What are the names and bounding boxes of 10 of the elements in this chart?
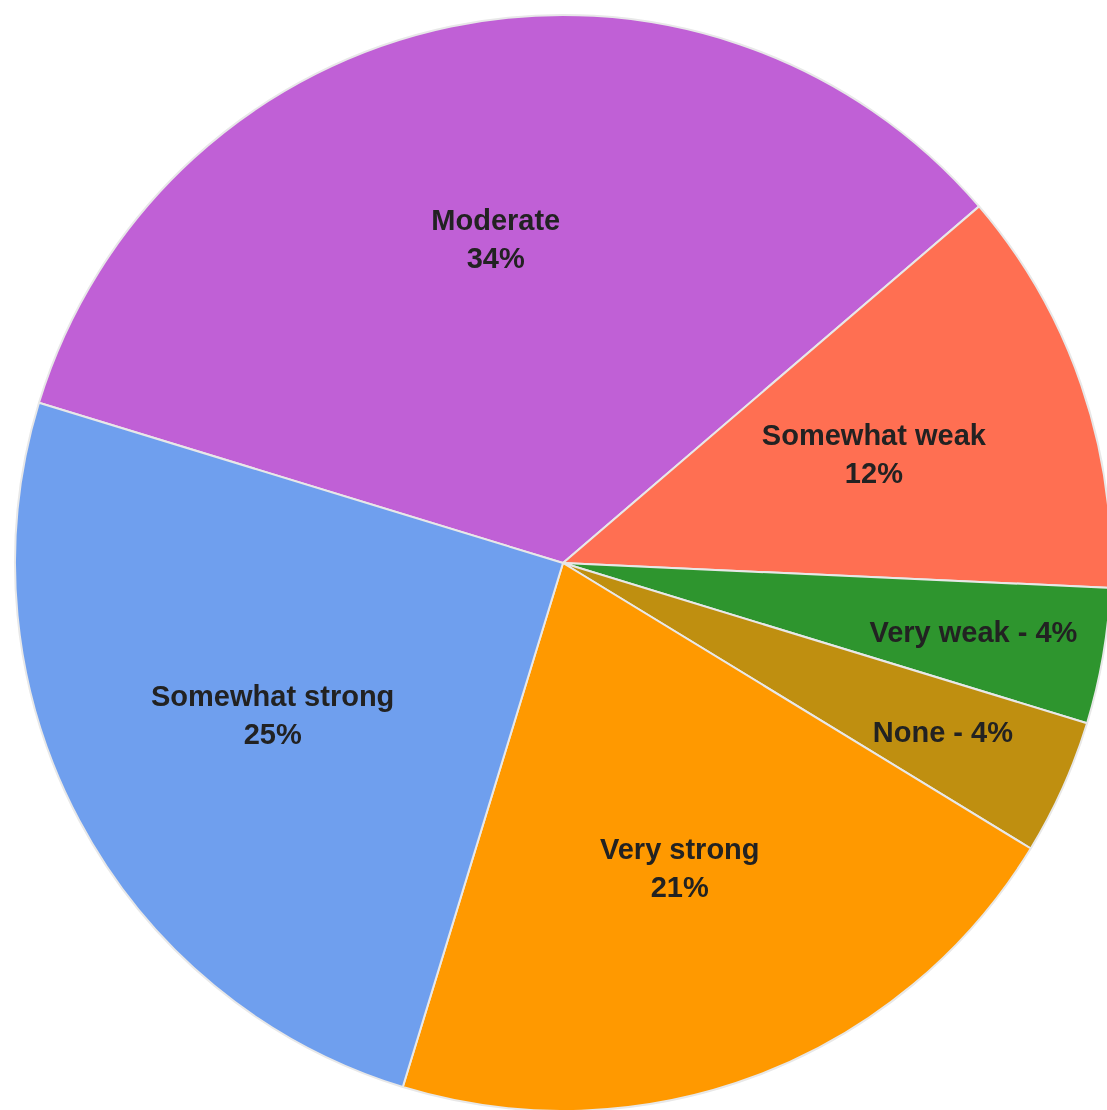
data-label: 25%: [243, 718, 302, 751]
slice-label: Very strong: [599, 833, 760, 866]
slice-label: Very weak - 4%: [869, 615, 1078, 648]
slice-label: None - 4%: [872, 715, 1014, 748]
slice-label: Somewhat weak: [761, 418, 987, 451]
slice-label: Somewhat strong: [151, 680, 395, 713]
data-label: 12%: [844, 456, 904, 489]
data-label: 21%: [650, 871, 709, 904]
slice-label: Moderate: [431, 204, 561, 237]
data-label: 34%: [466, 242, 525, 275]
